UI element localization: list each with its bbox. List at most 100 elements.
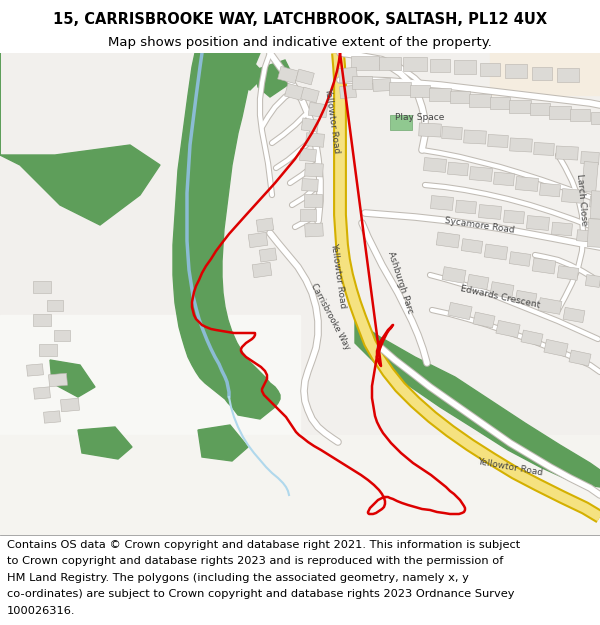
Bar — [570, 109, 590, 121]
Bar — [300, 209, 316, 221]
Text: Yellowtor Road: Yellowtor Road — [323, 87, 341, 153]
Bar — [450, 91, 470, 103]
Polygon shape — [215, 53, 265, 90]
Bar — [454, 60, 476, 74]
Bar — [296, 69, 314, 85]
Bar — [509, 138, 532, 152]
Text: Larch Close: Larch Close — [575, 174, 589, 226]
Bar — [478, 204, 502, 219]
Bar — [467, 274, 489, 289]
Bar — [284, 83, 305, 101]
Bar — [47, 299, 63, 311]
Bar — [480, 62, 500, 76]
Bar — [549, 106, 571, 119]
Text: to Crown copyright and database rights 2023 and is reproduced with the permissio: to Crown copyright and database rights 2… — [7, 556, 503, 566]
Polygon shape — [198, 425, 248, 461]
Bar — [556, 146, 578, 160]
Bar — [484, 244, 508, 260]
Bar — [544, 339, 568, 357]
Bar — [429, 88, 451, 101]
Polygon shape — [50, 360, 95, 397]
Text: Edwards Crescent: Edwards Crescent — [460, 284, 541, 310]
Bar — [448, 162, 469, 176]
Text: Ashburgh Parc: Ashburgh Parc — [386, 251, 415, 315]
Bar — [515, 177, 539, 191]
Bar — [581, 151, 599, 164]
Bar — [469, 167, 493, 181]
Bar — [410, 85, 430, 97]
Bar — [562, 189, 584, 203]
Bar — [436, 232, 460, 248]
Bar — [577, 230, 595, 242]
Bar — [473, 312, 495, 328]
Bar — [389, 81, 411, 94]
Text: Play Space: Play Space — [395, 112, 445, 121]
Bar — [569, 350, 591, 366]
Bar — [557, 68, 579, 82]
Bar — [586, 274, 600, 288]
Bar — [521, 330, 543, 346]
Bar — [590, 196, 600, 208]
Bar — [505, 64, 527, 78]
Bar — [301, 118, 319, 132]
Bar — [299, 148, 316, 162]
Text: Carrisbrooke Way: Carrisbrooke Way — [308, 282, 352, 352]
Bar — [390, 115, 412, 130]
Text: Yellowtor Road: Yellowtor Road — [329, 242, 347, 308]
Bar — [338, 68, 358, 82]
Bar — [582, 161, 598, 192]
Bar — [591, 112, 600, 124]
Bar — [305, 223, 323, 237]
Bar — [301, 87, 319, 103]
Bar — [61, 398, 79, 412]
Text: Map shows position and indicative extent of the property.: Map shows position and indicative extent… — [108, 36, 492, 49]
Bar — [515, 291, 537, 306]
Polygon shape — [255, 60, 295, 97]
Bar — [305, 132, 325, 148]
Bar — [305, 163, 323, 177]
Bar — [488, 134, 508, 148]
Bar — [352, 76, 372, 89]
Bar — [430, 196, 454, 211]
Bar — [503, 210, 524, 224]
Text: Yellowtor Road: Yellowtor Road — [476, 457, 544, 477]
Bar — [34, 387, 50, 399]
Bar — [252, 262, 272, 278]
Bar — [532, 258, 556, 274]
Bar — [33, 314, 51, 326]
Bar — [563, 308, 585, 322]
Bar — [49, 373, 67, 387]
Bar — [509, 99, 531, 112]
Bar — [340, 86, 356, 99]
Bar — [278, 66, 298, 84]
Bar — [259, 248, 277, 262]
Bar — [509, 252, 531, 266]
Text: Contains OS data © Crown copyright and database right 2021. This information is : Contains OS data © Crown copyright and d… — [7, 539, 520, 549]
Bar — [442, 267, 466, 283]
Bar — [419, 123, 442, 137]
Bar — [590, 191, 600, 219]
Bar — [256, 218, 274, 232]
Polygon shape — [173, 53, 280, 419]
Bar — [587, 219, 600, 248]
Bar — [530, 103, 550, 115]
Bar — [539, 183, 560, 197]
Bar — [0, 315, 300, 535]
Text: 15, CARRISBROOKE WAY, LATCHBROOK, SALTASH, PL12 4UX: 15, CARRISBROOKE WAY, LATCHBROOK, SALTAS… — [53, 12, 547, 27]
Bar — [461, 239, 483, 253]
Bar — [557, 266, 579, 281]
Text: HM Land Registry. The polygons (including the associated geometry, namely x, y: HM Land Registry. The polygons (includin… — [7, 572, 469, 582]
Bar — [0, 435, 600, 535]
Bar — [464, 130, 487, 144]
Bar — [424, 158, 446, 172]
Bar — [430, 59, 450, 71]
Bar — [455, 200, 476, 214]
Text: 100026316.: 100026316. — [7, 606, 76, 616]
Bar — [302, 179, 319, 191]
Bar — [469, 94, 491, 106]
Text: co-ordinates) are subject to Crown copyright and database rights 2023 Ordnance S: co-ordinates) are subject to Crown copyr… — [7, 589, 515, 599]
Bar — [442, 126, 463, 139]
Bar — [379, 56, 401, 69]
Bar — [26, 364, 43, 376]
Polygon shape — [0, 53, 160, 225]
